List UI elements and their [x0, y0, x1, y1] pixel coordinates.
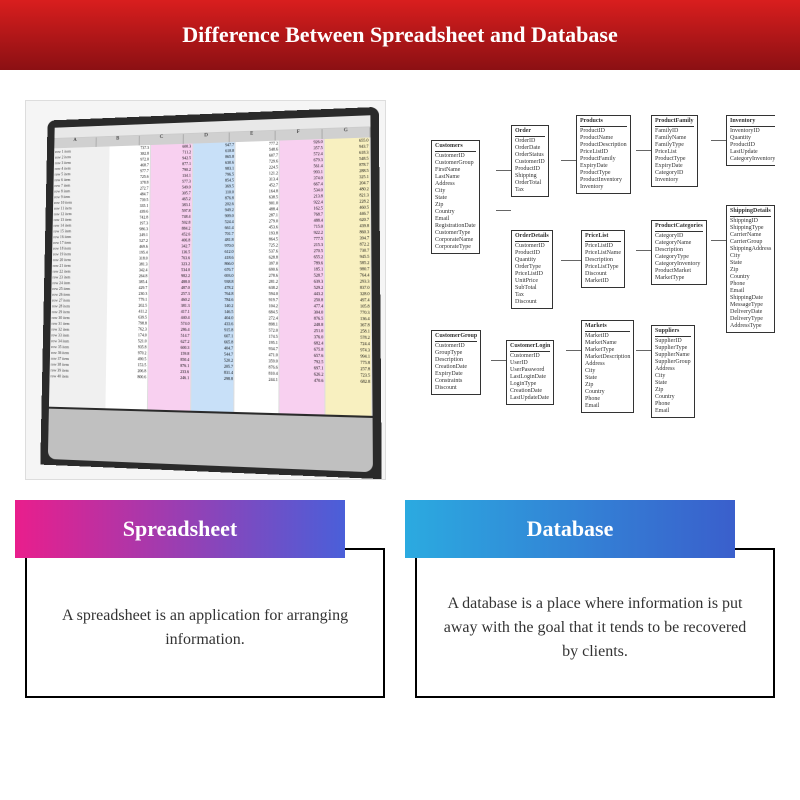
- spreadsheet-image: ABCDEFG row 1 itemrow 2 itemrow 3 itemro…: [25, 100, 386, 480]
- db-schema: CustomersCustomerIDCustomerGroupFirstNam…: [426, 110, 765, 470]
- laptop-screen: ABCDEFG row 1 itemrow 2 itemrow 3 itemro…: [49, 115, 373, 415]
- images-row: ABCDEFG row 1 itemrow 2 itemrow 3 itemro…: [0, 70, 800, 500]
- page-header: Difference Between Spreadsheet and Datab…: [0, 0, 800, 70]
- page-title: Difference Between Spreadsheet and Datab…: [182, 22, 617, 48]
- spreadsheet-block: Spreadsheet A spreadsheet is an applicat…: [25, 500, 385, 698]
- laptop-keyboard: [48, 408, 373, 472]
- row-labels: row 1 itemrow 2 itemrow 3 itemrow 4 item…: [49, 146, 110, 408]
- database-label: Database: [405, 500, 735, 558]
- labels-row: Spreadsheet A spreadsheet is an applicat…: [0, 500, 800, 728]
- db-table-products: ProductsProductIDProductNameProductDescr…: [576, 115, 631, 194]
- spreadsheet-label: Spreadsheet: [15, 500, 345, 558]
- laptop-mockup: ABCDEFG row 1 itemrow 2 itemrow 3 itemro…: [40, 107, 381, 479]
- db-table-customers: CustomersCustomerIDCustomerGroupFirstNam…: [431, 140, 480, 254]
- database-description: A database is a place where information …: [415, 548, 775, 698]
- data-columns: 737.3382.8972.0468.7977.7725.6378.8272.7…: [105, 137, 372, 415]
- db-table-productcategories: ProductCategoriesCategoryIDCategoryNameD…: [651, 220, 707, 285]
- db-table-customergroup: CustomerGroupCustomerIDGroupTypeDescript…: [431, 330, 481, 395]
- db-table-customerlogin: CustomerLoginCustomerIDUserIDUserPasswor…: [506, 340, 554, 405]
- database-block: Database A database is a place where inf…: [415, 500, 775, 698]
- db-table-pricelist: PriceListPriceListIDPriceListNameDescrip…: [581, 230, 625, 288]
- db-table-productfamily: ProductFamilyFamilyIDFamilyNameFamilyTyp…: [651, 115, 698, 187]
- sheet-body: row 1 itemrow 2 itemrow 3 itemrow 4 item…: [49, 137, 373, 415]
- db-table-suppliers: SuppliersSupplierIDSupplierTypeSupplierN…: [651, 325, 695, 418]
- spreadsheet-description: A spreadsheet is an application for arra…: [25, 548, 385, 698]
- db-table-order: OrderOrderIDOrderDateOrderStatusCustomer…: [511, 125, 549, 197]
- database-image: CustomersCustomerIDCustomerGroupFirstNam…: [416, 100, 775, 480]
- db-table-shippingdetails: ShippingDetailsShippingIDShippingTypeCar…: [726, 205, 775, 333]
- db-table-inventory: InventoryInventoryIDQuantityProductIDLas…: [726, 115, 775, 166]
- db-table-markets: MarketsMarketIDMarketNameMarketTypeMarke…: [581, 320, 634, 413]
- db-table-orderdetails: OrderDetailsCustomerIDProductIDQuantityO…: [511, 230, 553, 309]
